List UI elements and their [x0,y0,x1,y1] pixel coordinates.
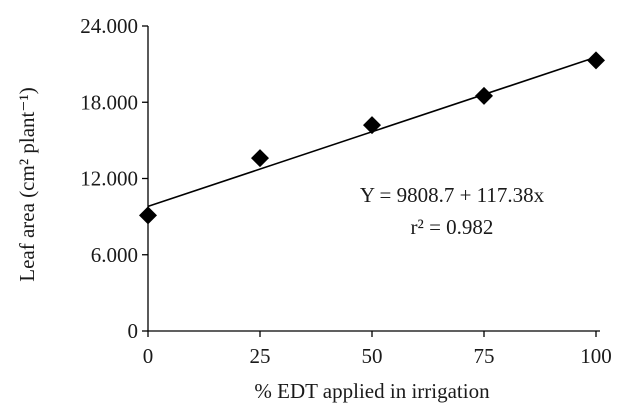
x-tick-label: 25 [250,344,271,368]
y-tick-label: 12.000 [80,167,138,191]
data-points [139,51,605,225]
data-point [139,206,157,225]
x-tick-label: 75 [474,344,495,368]
x-tick-label: 0 [143,344,154,368]
x-axis-title: % EDT applied in irrigation [254,379,490,403]
y-tick-label: 0 [128,319,139,343]
x-axis: 0 25 50 75 100 % EDT applied in irrigation [143,330,612,403]
y-tick-label: 24.000 [80,14,138,38]
x-tick-label: 100 [580,344,612,368]
x-tick-label: 50 [362,344,383,368]
data-point [251,149,269,168]
y-axis: 0 6.000 12.000 18.000 24.000 Leaf area (cm² … [15,14,149,343]
data-point [475,86,493,105]
data-point [363,116,381,135]
y-axis-title: Leaf area (cm² plant⁻¹) [15,87,39,281]
regression-annotation: Y = 9808.7 + 117.38x r² = 0.982 [360,183,545,239]
r-squared-label: r² = 0.982 [411,215,494,239]
y-tick-label: 6.000 [91,243,138,267]
regression-equation: Y = 9808.7 + 117.38x [360,183,545,207]
data-point [587,51,605,70]
y-tick-label: 18.000 [80,90,138,114]
